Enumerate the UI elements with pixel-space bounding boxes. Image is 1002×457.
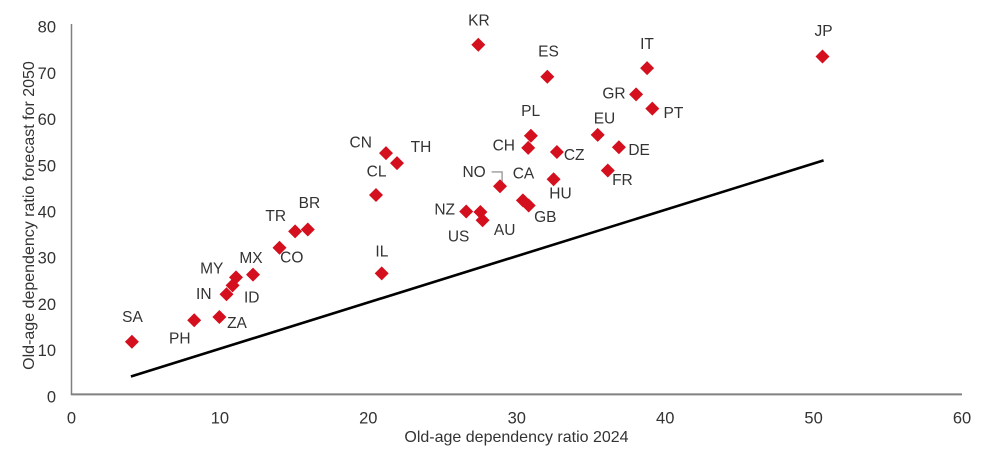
svg-text:10: 10 — [211, 409, 229, 427]
svg-text:MX: MX — [239, 250, 263, 267]
svg-text:ZA: ZA — [227, 315, 247, 332]
svg-text:80: 80 — [38, 19, 56, 37]
svg-text:IL: IL — [375, 243, 388, 260]
svg-text:30: 30 — [508, 409, 526, 427]
svg-text:PT: PT — [663, 105, 683, 122]
svg-text:PH: PH — [169, 331, 191, 348]
svg-text:40: 40 — [38, 204, 56, 222]
svg-text:ES: ES — [538, 44, 559, 61]
svg-text:GB: GB — [534, 209, 556, 226]
svg-text:EU: EU — [594, 110, 616, 127]
svg-text:0: 0 — [47, 388, 56, 406]
svg-text:GR: GR — [602, 86, 625, 103]
svg-text:IN: IN — [196, 286, 212, 303]
svg-text:0: 0 — [67, 409, 76, 427]
svg-text:CZ: CZ — [564, 147, 585, 164]
svg-text:DE: DE — [628, 142, 650, 159]
svg-text:CN: CN — [350, 135, 372, 152]
svg-text:SA: SA — [122, 309, 143, 326]
svg-text:Old-age dependency ratio forec: Old-age dependency ratio forecast for 20… — [21, 61, 38, 370]
svg-text:NZ: NZ — [434, 201, 455, 218]
svg-text:CL: CL — [367, 164, 387, 181]
svg-text:FR: FR — [612, 172, 633, 189]
svg-text:ID: ID — [244, 289, 260, 306]
svg-text:20: 20 — [38, 296, 56, 314]
svg-text:CA: CA — [513, 166, 535, 183]
svg-text:HU: HU — [549, 186, 571, 203]
svg-text:60: 60 — [38, 111, 56, 129]
svg-text:Old-age dependency ratio 2024: Old-age dependency ratio 2024 — [404, 429, 628, 446]
svg-text:10: 10 — [38, 342, 56, 360]
svg-text:MY: MY — [200, 260, 223, 277]
svg-text:20: 20 — [359, 409, 377, 427]
svg-text:50: 50 — [38, 157, 56, 175]
svg-text:40: 40 — [656, 409, 674, 427]
svg-text:IT: IT — [640, 36, 654, 53]
svg-text:30: 30 — [38, 250, 56, 268]
svg-text:TH: TH — [411, 139, 432, 156]
svg-text:US: US — [448, 229, 470, 246]
svg-text:60: 60 — [953, 409, 971, 427]
svg-text:JP: JP — [814, 23, 832, 40]
svg-text:KR: KR — [468, 12, 490, 29]
svg-text:BR: BR — [299, 195, 321, 212]
svg-text:NO: NO — [462, 164, 485, 181]
svg-text:AU: AU — [494, 222, 516, 239]
svg-text:TR: TR — [265, 208, 286, 225]
svg-text:CH: CH — [493, 137, 515, 154]
svg-text:PL: PL — [521, 103, 540, 120]
svg-text:CO: CO — [280, 249, 303, 266]
svg-text:70: 70 — [38, 65, 56, 83]
svg-text:50: 50 — [804, 409, 822, 427]
